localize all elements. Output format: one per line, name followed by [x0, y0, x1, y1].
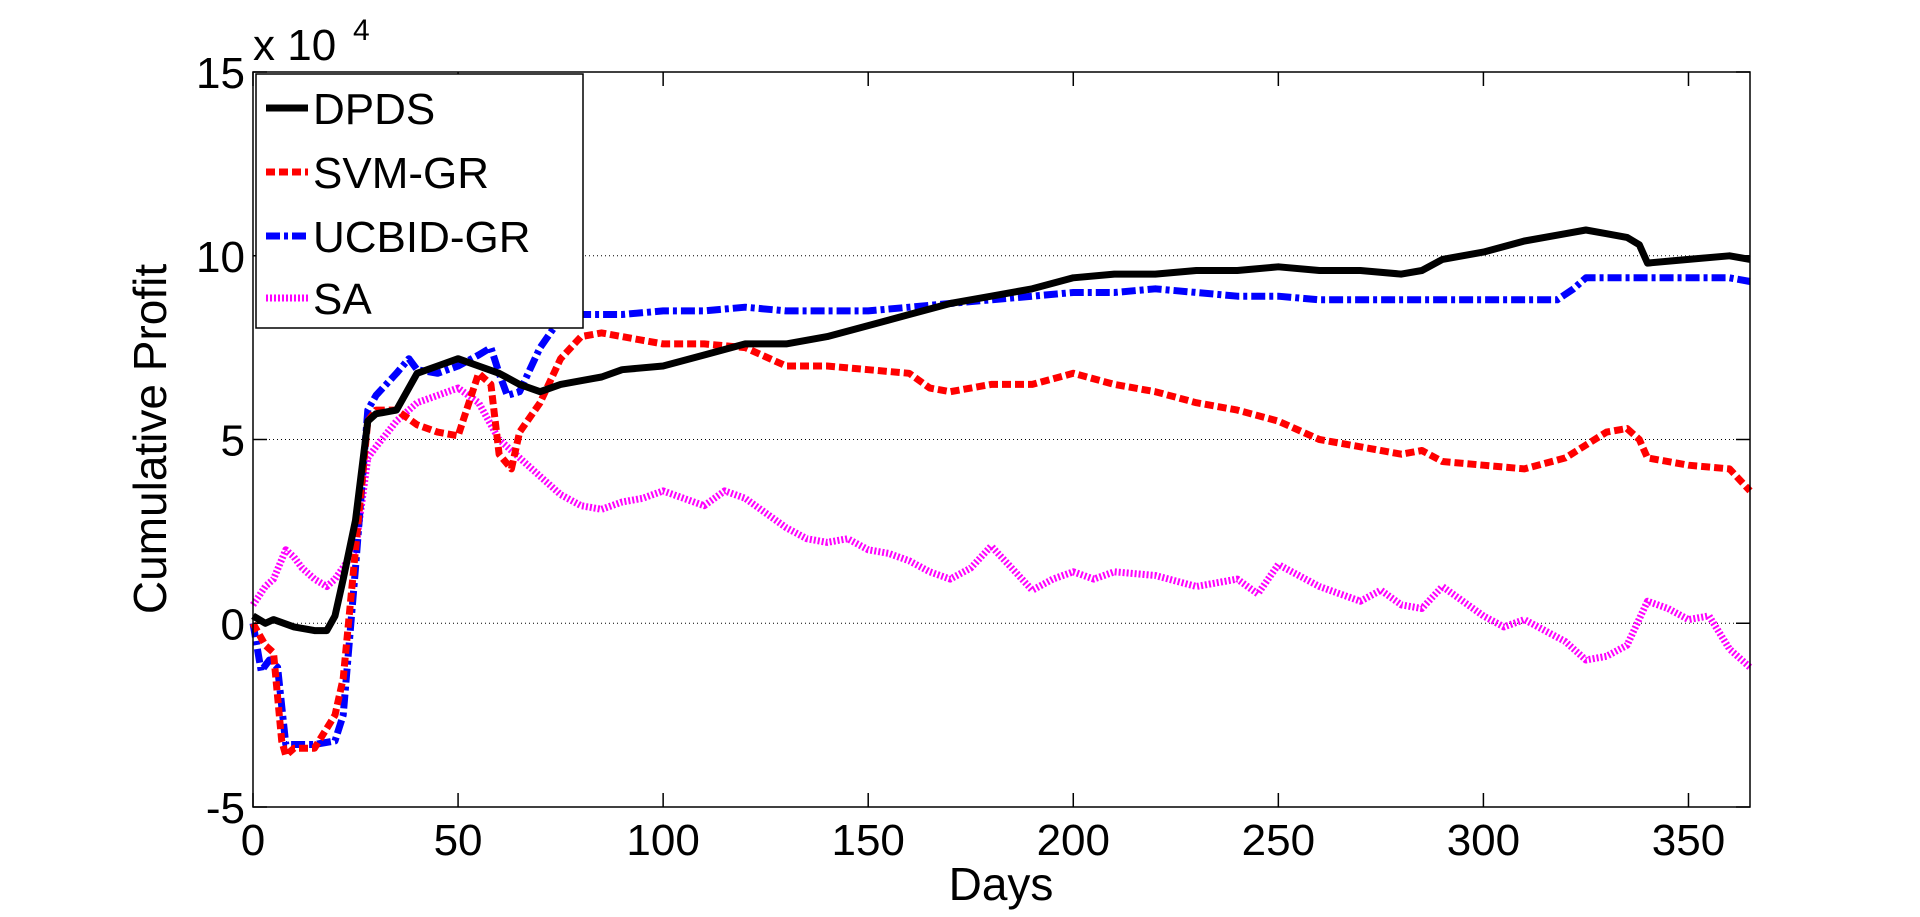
x-axis-label: Days [949, 858, 1054, 910]
x-tick-label: 350 [1652, 816, 1725, 865]
y-exponent-label: x 10 [253, 21, 336, 70]
series-line-dpds [251, 226, 1751, 635]
grid-lines [253, 255, 1750, 624]
y-axis-label: Cumulative Profit [124, 264, 176, 614]
legend-label-ucbid-gr: UCBID-GR [313, 213, 531, 262]
y-tick-label: 5 [221, 417, 245, 466]
legend-label-svm-gr: SVM-GR [313, 149, 489, 198]
series-line-sa [250, 384, 1753, 671]
axis-ticks [252, 71, 1750, 808]
x-tick-label: 0 [241, 816, 265, 865]
legend-label-dpds: DPDS [313, 85, 435, 134]
legend-label-sa: SA [313, 275, 372, 324]
y-tick-label: 0 [221, 600, 245, 649]
y-exponent-power: 4 [353, 14, 370, 47]
y-tick-label: 15 [196, 49, 245, 98]
y-tick-label: 10 [196, 233, 245, 282]
x-tick-label: 100 [626, 816, 699, 865]
legend: DPDS SVM-GR UCBID-GR SA [255, 73, 584, 329]
x-tick-label: 200 [1037, 816, 1110, 865]
x-tick-label: 150 [831, 816, 904, 865]
x-tick-label: 50 [434, 816, 483, 865]
y-tick-label: -5 [206, 784, 245, 833]
x-tick-label: 300 [1447, 816, 1520, 865]
legend-box [255, 73, 584, 329]
series-lines [249, 226, 1753, 759]
x-tick-label: 250 [1242, 816, 1315, 865]
